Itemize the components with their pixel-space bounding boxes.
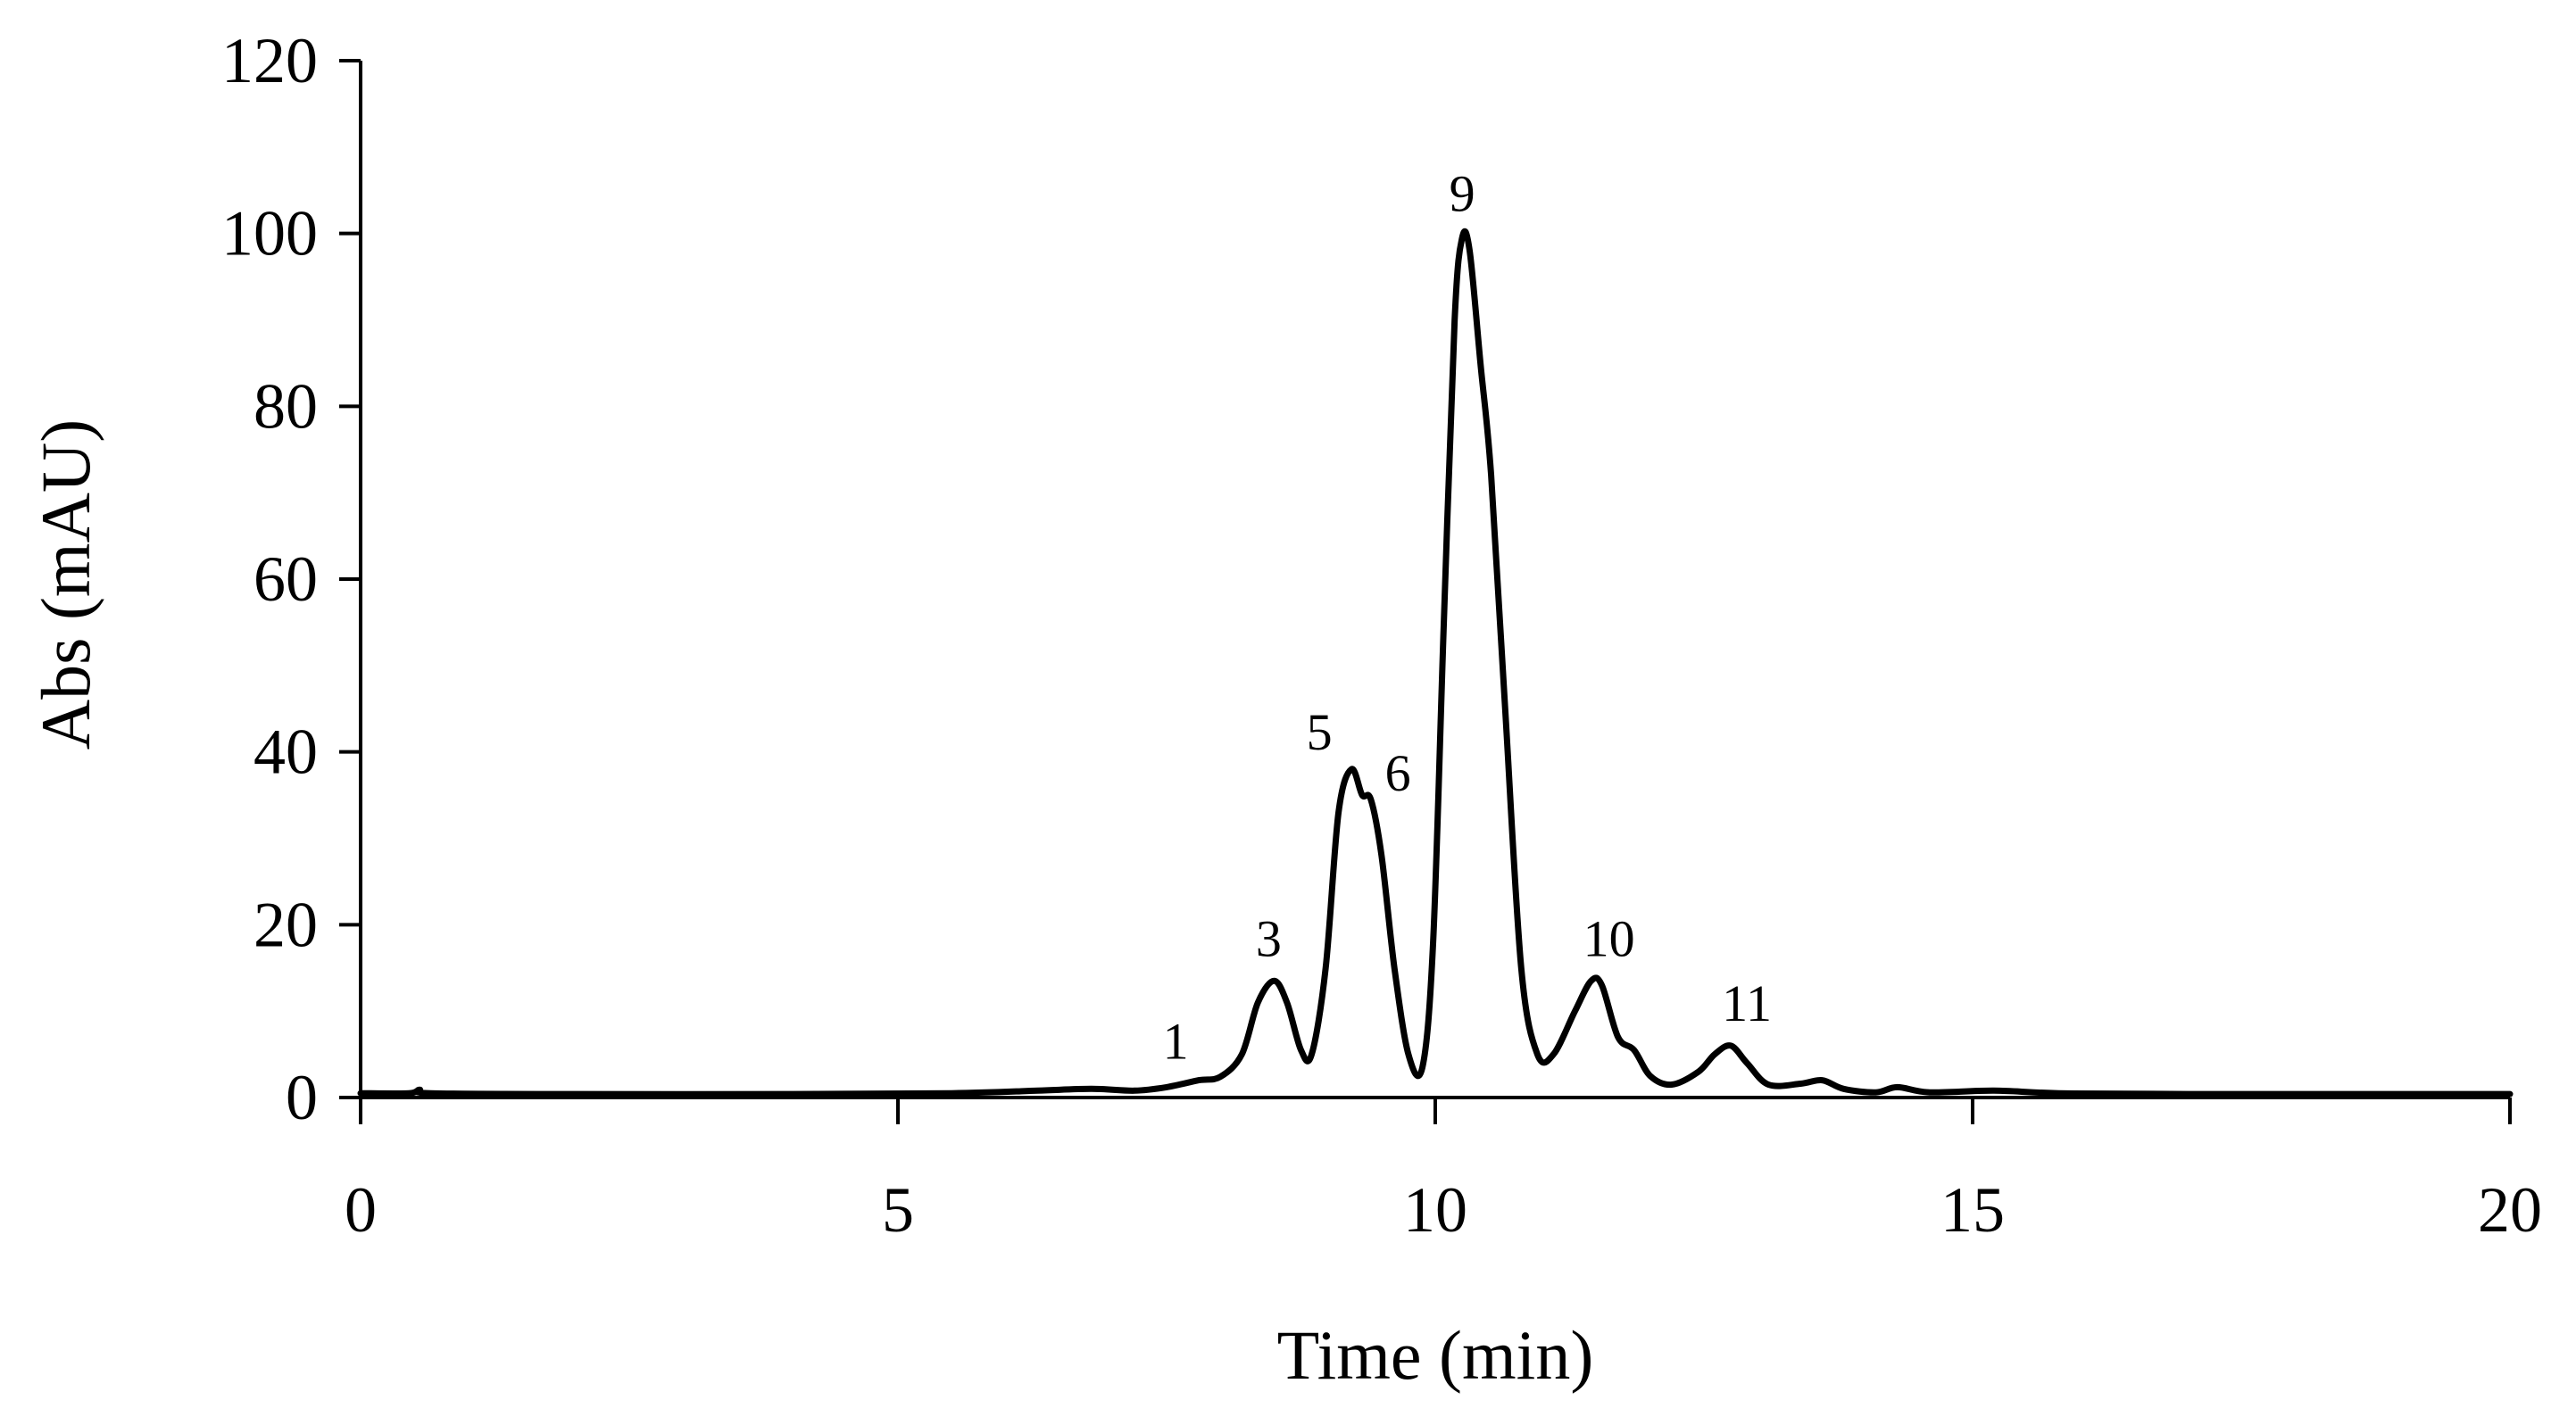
peak-label-11: 11	[1722, 974, 1772, 1032]
plot-area	[357, 228, 2514, 1098]
x-axis-title: Time (min)	[1277, 1316, 1594, 1394]
x-tick-label: 5	[882, 1174, 914, 1246]
peak-label-3: 3	[1256, 909, 1282, 967]
y-tick-label: 20	[253, 889, 318, 960]
chromatogram-trace	[357, 228, 2514, 1098]
peak-label-9: 9	[1450, 165, 1475, 223]
x-tick-label: 0	[345, 1174, 377, 1246]
y-tick-label: 80	[253, 370, 318, 442]
peak-label-1: 1	[1163, 1013, 1189, 1071]
peak-label-6: 6	[1385, 744, 1411, 802]
y-tick-label: 100	[221, 198, 318, 269]
y-axis-title: Abs (mAU)	[27, 419, 104, 750]
y-tick-label: 40	[253, 717, 318, 788]
peak-label-5: 5	[1307, 703, 1333, 761]
peak-label-10: 10	[1583, 909, 1635, 967]
y-tick-label: 120	[221, 25, 318, 96]
x-tick-label: 15	[1940, 1174, 2005, 1246]
y-tick-label: 0	[286, 1062, 318, 1133]
x-tick-label: 10	[1403, 1174, 1467, 1246]
y-tick-label: 60	[253, 543, 318, 615]
x-tick-label: 20	[2478, 1174, 2542, 1246]
peak-labels: 1 3 56 9 10 11	[1163, 165, 1772, 1071]
